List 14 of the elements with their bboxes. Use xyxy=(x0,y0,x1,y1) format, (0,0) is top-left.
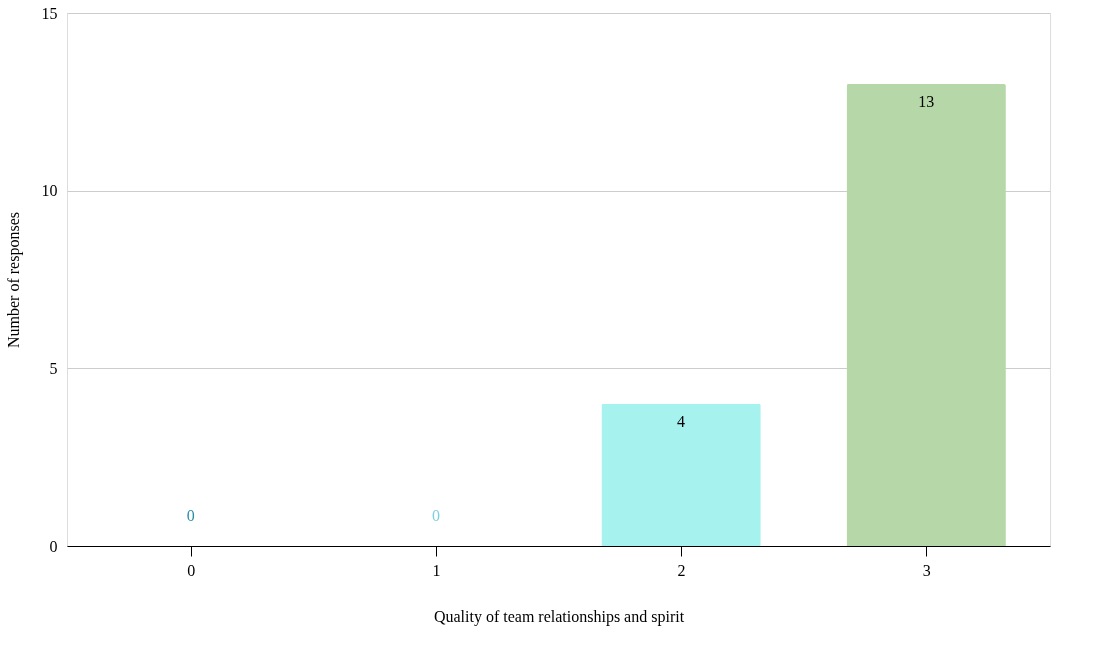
x-tick-label: 2 xyxy=(677,561,686,579)
data-label: 13 xyxy=(918,93,935,111)
x-tick-label: 3 xyxy=(922,561,931,579)
y-tick-label: 15 xyxy=(41,4,58,22)
y-axis-title: Number of responses xyxy=(4,212,23,348)
x-tick-label: 0 xyxy=(187,561,196,579)
y-tick-label: 0 xyxy=(49,537,58,555)
x-axis-title: Quality of team relationships and spirit xyxy=(433,607,685,626)
x-tick-label: 1 xyxy=(432,561,441,579)
y-tick-label: 5 xyxy=(49,359,58,377)
data-label: 0 xyxy=(431,507,440,524)
data-label: 4 xyxy=(677,412,686,430)
y-tick-label: 10 xyxy=(41,182,58,200)
data-label: 0 xyxy=(186,507,195,524)
